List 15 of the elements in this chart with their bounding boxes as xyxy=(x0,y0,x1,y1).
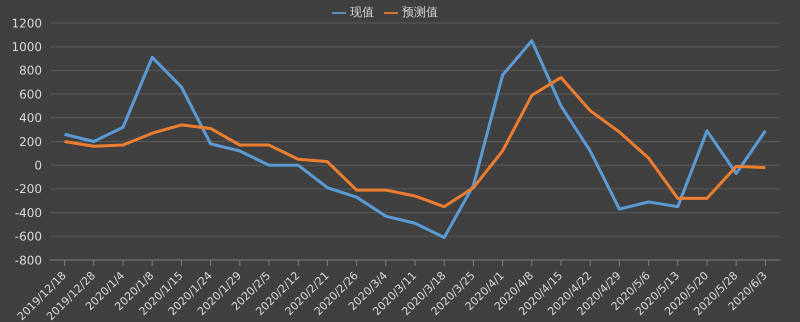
y-tick-label: 200 xyxy=(19,134,42,149)
y-tick-label: 1000 xyxy=(11,40,42,54)
y-tick-label: 600 xyxy=(19,87,42,102)
legend-label: 预测值 xyxy=(402,5,438,19)
line-series xyxy=(63,76,767,208)
y-tick-label: 0 xyxy=(34,158,42,172)
y-tick-label: -600 xyxy=(14,230,42,244)
y-tick-label: 800 xyxy=(19,64,42,78)
legend-label: 现值 xyxy=(350,5,374,19)
y-tick-label: 400 xyxy=(19,111,42,126)
y-tick-label: -200 xyxy=(14,182,42,196)
y-tick-label: 1200 xyxy=(11,16,42,30)
y-tick-label: -400 xyxy=(14,206,42,220)
y-tick-label: -800 xyxy=(14,253,42,268)
line-series xyxy=(63,39,767,239)
